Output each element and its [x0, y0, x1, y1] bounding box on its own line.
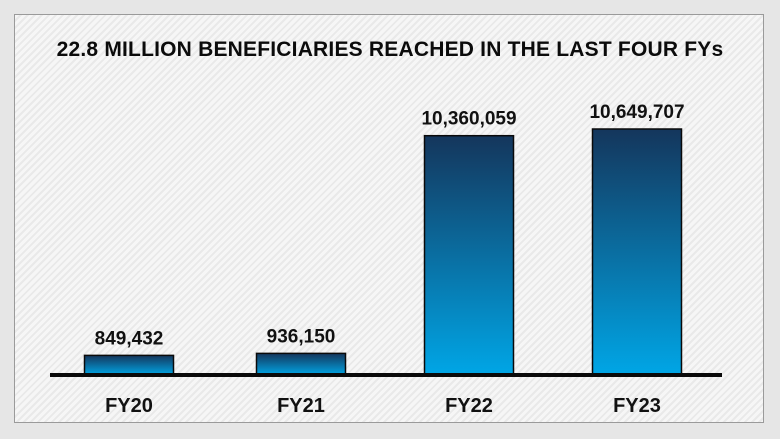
tick-label-fy20: FY20 [105, 395, 153, 417]
bar-fy22 [423, 134, 515, 376]
chart-title: 22.8 MILLION BENEFICIARIES REACHED IN TH… [56, 38, 724, 61]
value-label-fy23: 10,649,707 [589, 102, 684, 123]
tick-label-fy21: FY21 [277, 395, 325, 417]
tick-label-fy23: FY23 [613, 395, 661, 417]
bar-fy23 [591, 128, 683, 376]
value-label-fy21: 936,150 [267, 326, 336, 347]
value-label-fy22: 10,360,059 [421, 109, 516, 130]
bar-fy21 [255, 352, 347, 376]
bar-fy20 [83, 354, 175, 376]
value-label-fy20: 849,432 [95, 328, 164, 349]
tick-label-fy22: FY22 [445, 395, 493, 417]
